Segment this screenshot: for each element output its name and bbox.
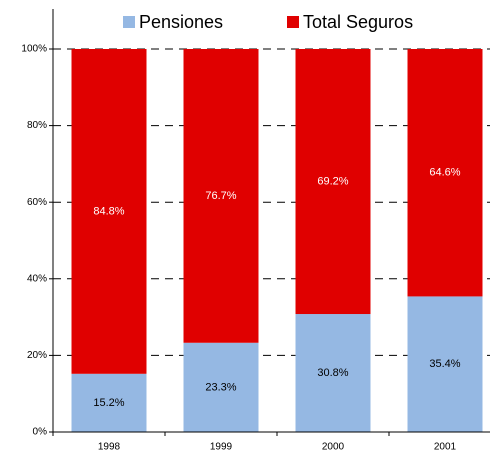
data-label: 15.2% xyxy=(93,397,124,409)
bar-segment xyxy=(71,373,147,432)
bar-segment xyxy=(407,49,483,297)
data-label: 64.6% xyxy=(429,167,460,179)
legend-swatch xyxy=(123,16,135,28)
bar-segment xyxy=(183,342,259,432)
y-tick-label: 0% xyxy=(33,427,48,438)
legend-label: Total Seguros xyxy=(303,12,413,32)
bar-segment xyxy=(295,49,371,315)
y-tick-label: 20% xyxy=(27,350,47,361)
data-label: 76.7% xyxy=(205,190,236,202)
x-tick-label: 2001 xyxy=(434,442,457,452)
x-tick-label: 1999 xyxy=(210,442,233,452)
y-tick-label: 80% xyxy=(27,120,47,131)
bar-segment xyxy=(71,49,147,374)
bar-segment xyxy=(295,314,371,432)
x-tick-label: 1998 xyxy=(98,442,121,452)
data-label: 23.3% xyxy=(205,381,236,393)
y-tick-label: 40% xyxy=(27,273,47,284)
x-tick-label: 2000 xyxy=(322,442,345,452)
data-label: 30.8% xyxy=(317,367,348,379)
y-tick-label: 60% xyxy=(27,197,47,208)
legend-label: Pensiones xyxy=(139,12,223,32)
y-tick-label: 100% xyxy=(21,44,47,55)
bar-segment xyxy=(407,296,483,432)
data-label: 69.2% xyxy=(317,175,348,187)
data-label: 84.8% xyxy=(93,205,124,217)
legend-swatch xyxy=(287,16,299,28)
data-label: 35.4% xyxy=(429,358,460,370)
bar-segment xyxy=(183,49,259,343)
